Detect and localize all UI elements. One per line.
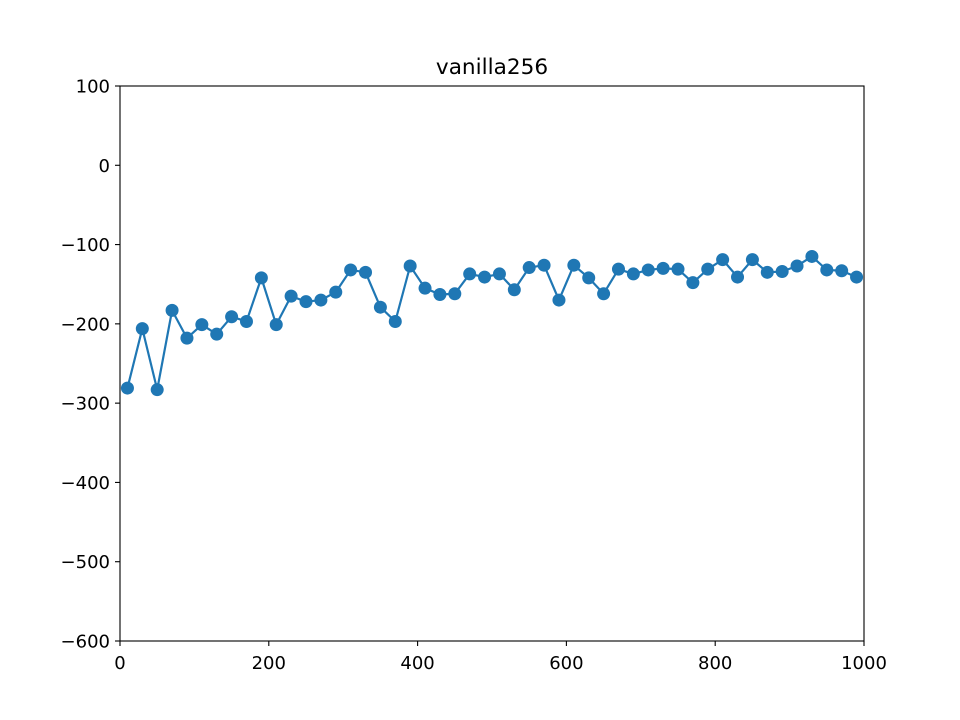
y-tick-label: −300 <box>61 394 110 415</box>
data-point <box>790 259 804 273</box>
data-point <box>820 263 834 277</box>
data-point <box>641 263 655 277</box>
data-point <box>686 276 700 290</box>
x-tick-label: 400 <box>400 653 434 674</box>
data-point <box>210 327 224 341</box>
data-point <box>254 271 268 285</box>
y-tick-label: 100 <box>76 77 110 98</box>
data-point <box>195 318 209 332</box>
x-tick-label: 1000 <box>841 653 887 674</box>
data-point <box>478 270 492 284</box>
data-point <box>299 295 313 309</box>
data-point <box>269 318 283 332</box>
y-tick-label: −200 <box>61 314 110 335</box>
data-point <box>373 300 387 314</box>
data-point <box>835 264 849 278</box>
data-point <box>165 303 179 317</box>
data-point <box>418 281 432 295</box>
data-point <box>760 265 774 279</box>
data-point <box>597 287 611 301</box>
data-point <box>120 381 134 395</box>
y-tick-label: 0 <box>99 156 110 177</box>
x-tick-label: 800 <box>698 653 732 674</box>
data-point <box>716 253 730 267</box>
data-point <box>507 283 521 297</box>
data-point <box>239 314 253 328</box>
data-point <box>403 259 417 273</box>
y-tick-label: −100 <box>61 235 110 256</box>
data-point <box>745 253 759 267</box>
y-tick-label: −500 <box>61 552 110 573</box>
data-point <box>359 265 373 279</box>
data-point <box>448 287 462 301</box>
data-point <box>225 310 239 324</box>
y-tick-label: −600 <box>61 632 110 653</box>
data-point <box>582 271 596 285</box>
data-point <box>805 249 819 263</box>
data-point <box>567 258 581 272</box>
data-point <box>656 261 670 275</box>
chart-title: vanilla256 <box>436 55 548 80</box>
data-point <box>522 261 536 275</box>
data-point <box>671 262 685 276</box>
data-point <box>180 331 194 345</box>
data-point <box>552 293 566 307</box>
data-point <box>329 285 343 299</box>
data-point <box>344 263 358 277</box>
data-point <box>775 265 789 279</box>
data-point <box>284 289 298 303</box>
data-point <box>537 258 551 272</box>
data-point <box>433 288 447 302</box>
series-layer <box>120 249 864 397</box>
x-tick-label: 200 <box>252 653 286 674</box>
data-point <box>850 270 864 284</box>
data-point <box>135 322 149 336</box>
data-point <box>492 267 506 281</box>
data-point <box>150 383 164 397</box>
x-tick-label: 0 <box>114 653 125 674</box>
data-point <box>701 262 715 276</box>
data-point <box>463 267 477 281</box>
axes-layer: 0 200 400 600 800 10001000−100−200−300−400−50… <box>61 77 887 675</box>
plot-frame <box>119 85 865 642</box>
data-point <box>388 314 402 328</box>
data-point <box>731 270 745 284</box>
data-point <box>314 293 328 307</box>
x-tick-label: 600 <box>549 653 583 674</box>
data-point <box>611 262 625 276</box>
y-tick-label: −400 <box>61 473 110 494</box>
data-point <box>626 267 640 281</box>
